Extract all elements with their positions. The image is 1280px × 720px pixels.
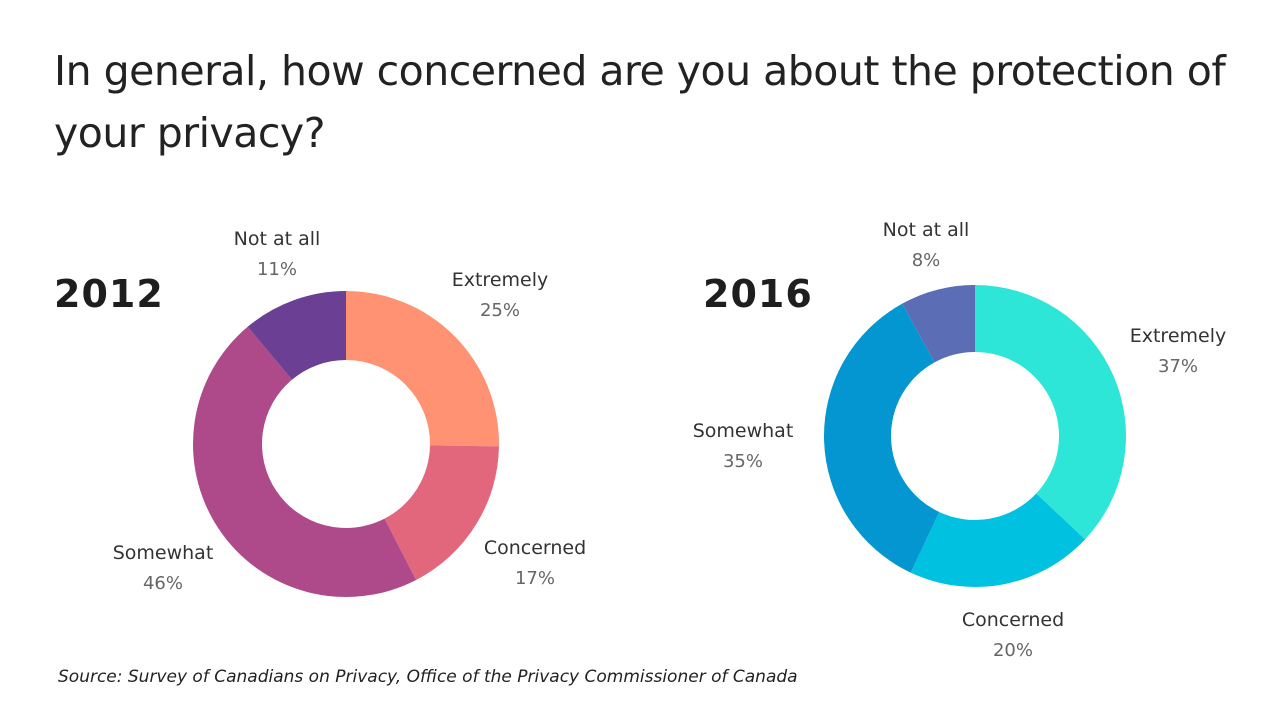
donut-2012-value-not-at-all: 11%: [257, 259, 297, 280]
donut-2016-slice-extremely: [975, 285, 1127, 540]
donut-2016-label-somewhat: Somewhat: [693, 420, 794, 442]
donut-2012-value-somewhat: 46%: [143, 573, 183, 594]
donut-2012-value-concerned: 17%: [515, 568, 555, 589]
donut-2016-label-not-at-all: Not at all: [883, 219, 970, 241]
donut-2012-label-not-at-all: Not at all: [234, 228, 321, 250]
donut-2016-value-somewhat: 35%: [723, 451, 763, 472]
donut-2012-label-concerned: Concerned: [484, 537, 586, 559]
donut-2012-slice-extremely: [346, 291, 500, 447]
donut-2012-value-extremely: 25%: [480, 300, 520, 321]
donut-2012-label-extremely: Extremely: [452, 269, 549, 291]
donut-2012-slice-not-at-all: [247, 291, 346, 380]
donut-2016-label-extremely: Extremely: [1130, 325, 1227, 347]
donut-2016-value-extremely: 37%: [1158, 356, 1198, 377]
donut-2012-slice-concerned: [384, 445, 499, 580]
donut-2016-slice-concerned: [910, 493, 1086, 587]
donut-2012-slice-somewhat: [192, 326, 417, 598]
donut-2016-value-concerned: 20%: [993, 640, 1033, 661]
donut-2016-value-not-at-all: 8%: [912, 250, 941, 271]
chart-2012-year-label: 2012: [54, 272, 164, 316]
chart-2016-year-label: 2016: [703, 272, 813, 316]
donut-2016-slice-not-at-all: [902, 285, 975, 363]
donut-chart-2016: Extremely 37% Concerned 20% Somewhat 35% Not a…: [693, 219, 1227, 661]
donut-2016-label-concerned: Concerned: [962, 609, 1064, 631]
chart-title: In general, how concerned are you about …: [54, 47, 1226, 157]
source-note: Source: Survey of Canadians on Privacy, …: [58, 667, 798, 687]
donut-2016-slice-somewhat: [824, 303, 940, 573]
donut-2012-label-somewhat: Somewhat: [113, 542, 214, 564]
donut-chart-2012: Extremely 25% Concerned 17% Somewhat 46% Not a…: [113, 228, 586, 598]
